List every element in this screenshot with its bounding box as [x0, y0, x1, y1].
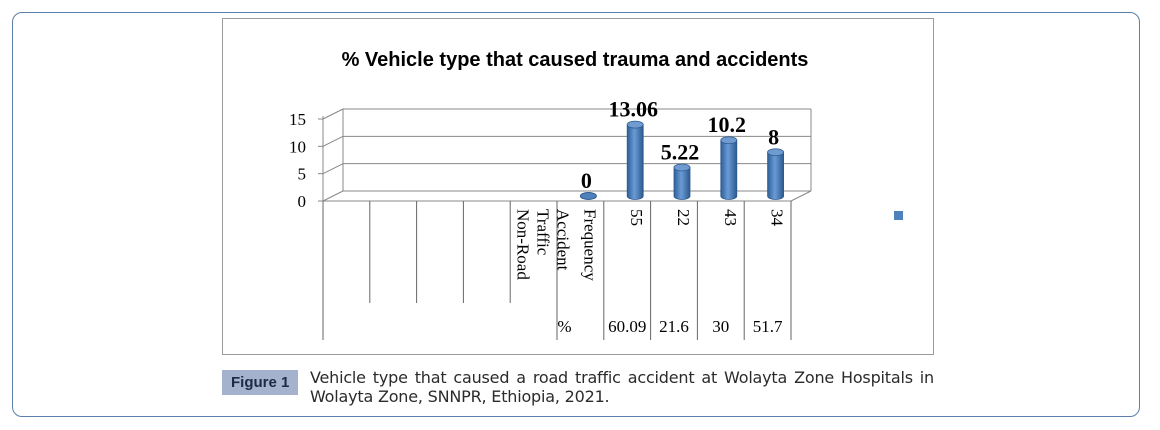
x-category-label: 43	[721, 209, 740, 226]
data-label: 5.22	[661, 139, 700, 164]
figure-caption: Vehicle type that caused a road traffic …	[310, 368, 934, 406]
data-label: 8	[768, 124, 779, 149]
figure-label: Figure 1	[222, 370, 299, 395]
data-label: 0	[581, 168, 592, 193]
bar-top	[767, 148, 784, 157]
table-row-value: 60.09	[608, 317, 646, 336]
y-tick-label: 5	[298, 165, 307, 184]
x-category-label: 55	[627, 209, 646, 226]
x-category-label: Frequency	[580, 209, 599, 281]
table-row-value: 21.6	[659, 317, 689, 336]
y-tick-label: 0	[298, 192, 307, 211]
bar	[626, 124, 644, 200]
bar-chart: % Vehicle type that caused trauma and ac…	[289, 49, 903, 340]
x-category-label: Non-Road	[514, 209, 533, 280]
figure-frame	[12, 12, 1140, 417]
table-row-header: %	[557, 317, 571, 336]
data-label: 10.2	[708, 112, 747, 137]
x-axis-labels: Non-Road Traffic Accident Frequency 55 22 43 34…	[514, 209, 787, 336]
x-category-label: Traffic	[534, 209, 553, 256]
grid-diagonal	[322, 190, 344, 202]
y-tick-label: 10	[289, 137, 306, 156]
floor-right-edge	[790, 190, 812, 202]
bar	[673, 167, 691, 200]
data-labels: 0 13.065.22 10.2 8	[581, 97, 779, 193]
chart-title: % Vehicle type that caused trauma and ac…	[342, 49, 809, 71]
y-tick-label: 15	[289, 110, 306, 129]
bar	[720, 139, 738, 200]
bar	[767, 151, 784, 200]
grid-lines	[322, 108, 812, 202]
bar-top	[720, 136, 738, 145]
table-row-value: 51.7	[753, 317, 783, 336]
x-category-label: 34	[768, 209, 787, 227]
grid-diagonal	[322, 108, 344, 120]
legend-marker	[894, 211, 903, 220]
chart-panel	[222, 18, 934, 355]
grid-diagonal	[322, 163, 344, 175]
category-table	[322, 201, 792, 340]
x-category-label: Accident	[554, 209, 573, 271]
table-row-value: 30	[712, 317, 729, 336]
y-axis: 0 5 10 15	[289, 109, 344, 211]
bar-top	[673, 163, 691, 172]
bar	[579, 192, 597, 200]
grid-diagonal	[322, 135, 344, 147]
bar-top	[626, 120, 644, 129]
x-category-label: 22	[674, 209, 693, 226]
bars	[579, 120, 784, 200]
data-label: 13.06	[608, 97, 658, 122]
